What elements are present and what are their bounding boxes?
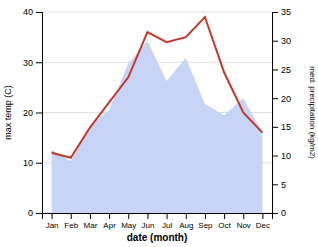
y2-axis: 0 5 10 15 20 25 30 35 <box>272 7 291 218</box>
tick-mark <box>272 213 278 214</box>
x-axis: Jan Feb Mar Apr May Jun Jul Aug Sep Oct Nov Dec <box>43 213 273 230</box>
tick: 5 <box>272 180 286 190</box>
tick-label: 40 <box>23 7 33 17</box>
tick: Nov <box>237 213 251 230</box>
tick-label: Oct <box>218 221 231 230</box>
tick: 20 <box>272 94 291 104</box>
tick-mark <box>272 156 278 157</box>
plot: Jan Feb Mar Apr May Jun Jul Aug Sep Oct Nov Dec 0 10 2… <box>23 7 291 229</box>
tick-label: Jul <box>162 221 172 230</box>
line <box>52 17 263 158</box>
tick-mark <box>36 213 42 214</box>
tick: Dec <box>256 213 270 230</box>
grid <box>42 12 272 213</box>
tick: Mar <box>84 213 98 230</box>
tick-mark <box>167 213 168 219</box>
tick: 15 <box>272 122 291 132</box>
tick-label: 5 <box>281 180 286 190</box>
tick-mark <box>243 213 244 219</box>
axis-line <box>273 13 279 214</box>
tick-mark <box>224 213 225 219</box>
tick-label: Mar <box>84 221 98 230</box>
tick-mark <box>272 41 278 42</box>
tick-mark <box>52 213 53 219</box>
area <box>52 41 263 213</box>
tick-label: Feb <box>64 221 78 230</box>
tick-label: Nov <box>237 221 251 230</box>
y2-axis-title: med. precipitation (kg/m2) <box>308 66 317 159</box>
tick-label: Sep <box>198 221 213 230</box>
tick-mark <box>109 213 110 219</box>
tick-label: 15 <box>281 122 291 132</box>
tick-label: 10 <box>23 158 33 168</box>
tick: Apr <box>103 213 116 230</box>
axis-line <box>36 13 43 214</box>
tick: Jan <box>46 213 59 230</box>
tick-label: Dec <box>256 221 270 230</box>
tick-mark <box>272 98 278 99</box>
tick: 20 <box>23 108 42 118</box>
axis-line <box>43 214 273 220</box>
tick-label: Jun <box>141 221 154 230</box>
tick-mark <box>262 213 263 219</box>
marks <box>52 17 263 213</box>
tick: 35 <box>272 7 291 17</box>
tick-mark <box>36 62 42 63</box>
tick: 25 <box>272 65 291 75</box>
tick-mark <box>36 12 42 13</box>
tick-mark <box>71 213 72 219</box>
tick: Oct <box>218 213 231 230</box>
tick-label: Jan <box>46 221 59 230</box>
x-axis-title: date (month) <box>127 232 188 243</box>
tick-label: Apr <box>103 221 116 230</box>
tick-label: May <box>121 221 136 230</box>
tick-label: 0 <box>281 208 286 218</box>
tick-mark <box>147 213 148 219</box>
tick-mark <box>90 213 91 219</box>
tick-label: 30 <box>281 36 291 46</box>
tick-label: 10 <box>281 151 291 161</box>
tick: Aug <box>179 213 193 230</box>
tick-label: 20 <box>281 94 291 104</box>
tick-label: 35 <box>281 7 291 17</box>
tick: 40 <box>23 7 42 17</box>
tick: 0 <box>28 208 42 218</box>
tick-label: 25 <box>281 65 291 75</box>
tick-label: 0 <box>28 208 33 218</box>
y-axis: 0 10 20 30 40 <box>23 7 43 218</box>
tick-mark <box>272 127 278 128</box>
tick-label: Aug <box>179 221 193 230</box>
tick: 10 <box>23 158 42 168</box>
tick-mark <box>128 213 129 219</box>
tick: Jul <box>162 213 172 230</box>
tick: Jun <box>141 213 154 230</box>
tick-mark <box>272 69 278 70</box>
tick: Sep <box>198 213 213 230</box>
tick-mark <box>186 213 187 219</box>
y-axis-title: max temp (C) <box>3 85 13 140</box>
tick-mark <box>36 113 42 114</box>
tick: 0 <box>272 208 286 218</box>
tick: 30 <box>23 58 42 68</box>
tick: 30 <box>272 36 291 46</box>
tick: Feb <box>64 213 78 230</box>
chart: Jan Feb Mar Apr May Jun Jul Aug Sep Oct Nov Dec 0 10 2… <box>0 0 318 247</box>
tick-label: 30 <box>23 58 33 68</box>
tick-mark <box>272 12 278 13</box>
tick-mark <box>205 213 206 219</box>
tick-mark <box>272 184 278 185</box>
grid-line <box>42 12 272 13</box>
tick: 10 <box>272 151 291 161</box>
tick-mark <box>36 163 42 164</box>
tick-label: 20 <box>23 108 33 118</box>
tick: May <box>121 213 136 230</box>
